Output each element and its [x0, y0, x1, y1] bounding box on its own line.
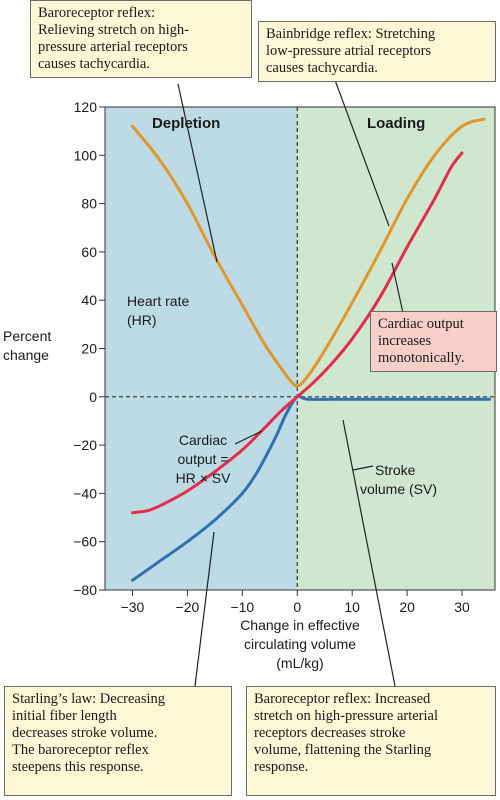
y-tick-label: 60	[81, 244, 97, 260]
pointer-bainbridge	[331, 71, 390, 227]
series-label-stroke-volume: Stroke	[375, 462, 416, 478]
x-tick-label: −30	[121, 599, 145, 615]
annotation-baroreceptor-bottom: Baroreceptor reflex: Increased stretch o…	[246, 686, 496, 796]
pointer-baroreceptor-top	[177, 83, 218, 263]
x-tick-label: −20	[176, 599, 200, 615]
series-label-heart-rate: Heart rate	[127, 293, 189, 309]
y-tick-label: 120	[74, 99, 98, 115]
y-tick-label: −20	[73, 437, 97, 453]
y-tick-label: 80	[81, 196, 97, 212]
y-tick-label: 40	[81, 292, 97, 308]
y-tick-label: −40	[73, 485, 97, 501]
x-tick-label: 30	[454, 599, 470, 615]
x-axis-label: Change in effective	[240, 617, 360, 633]
annotation-bainbridge: Bainbridge reflex: Stretching low-pressu…	[258, 21, 496, 82]
series-line-cardiac-output	[131, 151, 464, 515]
pointer-baroreceptor-bottom	[342, 419, 396, 687]
y-tick-label: 100	[74, 147, 98, 163]
x-tick-label: −10	[230, 599, 254, 615]
series-label-cardiac-output: HR × SV	[176, 470, 232, 486]
series-line-stroke-volume	[131, 394, 491, 582]
annotation-cardiac-output: Cardiac output increases monotonically.	[370, 311, 497, 372]
pointer-starling	[194, 531, 215, 687]
chart-labels: Depletion Loading Change in effective circu…	[3, 115, 437, 671]
x-axis-label: (mL/kg)	[276, 655, 323, 671]
region-label-loading: Loading	[367, 115, 425, 132]
pointer-stroke-volume-label	[352, 465, 374, 471]
pointer-cardiac-output-label	[234, 430, 263, 445]
y-tick-label: −80	[73, 582, 97, 598]
y-tick-label: −60	[73, 534, 97, 550]
chart-tick-labels: −80 −60 −40 −20 0 20 40 60 80 100 120 −30 −20 −10 0 10 2…	[73, 99, 470, 615]
y-axis-label: change	[3, 347, 49, 363]
y-axis-label: Percent	[3, 328, 51, 344]
series-label-cardiac-output: output =	[178, 451, 229, 467]
pointer-cardiac-output	[391, 262, 404, 314]
chart-series	[131, 117, 491, 582]
y-tick-label: 0	[89, 389, 97, 405]
x-tick-label: 0	[293, 599, 301, 615]
annotation-baroreceptor-top: Baroreceptor reflex: Relieving stretch o…	[30, 0, 252, 78]
x-axis-label: circulating volume	[244, 636, 356, 652]
series-label-cardiac-output: Cardiac	[179, 432, 227, 448]
series-label-stroke-volume: volume (SV)	[360, 481, 437, 497]
annotation-pointers	[177, 71, 404, 687]
y-tick-label: 20	[81, 341, 97, 357]
region-label-depletion: Depletion	[152, 115, 220, 132]
x-tick-label: 10	[344, 599, 360, 615]
series-label-heart-rate: (HR)	[127, 312, 157, 328]
x-tick-label: 20	[399, 599, 415, 615]
annotation-starling: Starling’s law: Decreasing initial fiber…	[4, 686, 232, 796]
series-line-heart-rate	[131, 117, 486, 388]
